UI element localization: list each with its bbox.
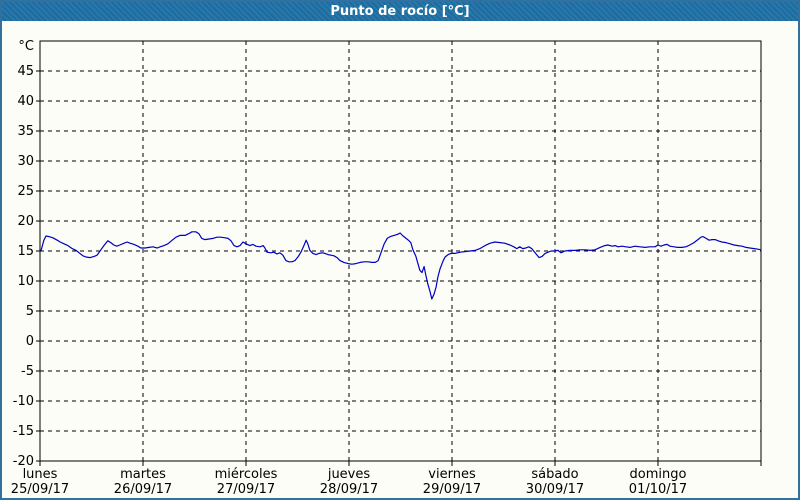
y-tick-label: 30: [17, 154, 34, 169]
day-name-label: miércoles: [215, 467, 278, 482]
title-bar: Punto de rocío [°C]: [2, 2, 798, 21]
y-tick-label: 0: [26, 334, 34, 349]
day-date-label: 26/09/17: [114, 482, 172, 497]
y-tick-label: 15: [17, 244, 34, 259]
day-name-label: jueves: [327, 467, 371, 482]
day-date-label: 25/09/17: [11, 482, 69, 497]
y-tick-label: 20: [17, 214, 34, 229]
day-date-label: 30/09/17: [526, 482, 584, 497]
dewpoint-line: [40, 231, 762, 300]
day-name-label: sábado: [531, 467, 578, 482]
day-name-label: domingo: [630, 467, 687, 482]
day-name-label: martes: [120, 467, 166, 482]
y-tick-label: -15: [13, 424, 34, 439]
day-date-label: 29/09/17: [423, 482, 481, 497]
day-date-label: 28/09/17: [320, 482, 378, 497]
y-tick-label: -20: [13, 454, 34, 469]
y-tick-label: 25: [17, 184, 34, 199]
y-tick-label: -5: [21, 364, 34, 379]
y-axis-unit-label: °C: [18, 39, 34, 54]
day-date-label: 01/10/17: [629, 482, 687, 497]
y-tick-label: 5: [26, 304, 34, 319]
y-tick-label: 35: [17, 124, 34, 139]
y-tick-label: 40: [17, 94, 34, 109]
chart-title: Punto de rocío [°C]: [330, 4, 470, 19]
day-name-label: viernes: [428, 467, 476, 482]
day-date-label: 27/09/17: [217, 482, 275, 497]
y-tick-label: 45: [17, 64, 34, 79]
y-tick-label: -10: [13, 394, 34, 409]
y-tick-label: 10: [17, 274, 34, 289]
day-name-label: lunes: [23, 467, 58, 482]
